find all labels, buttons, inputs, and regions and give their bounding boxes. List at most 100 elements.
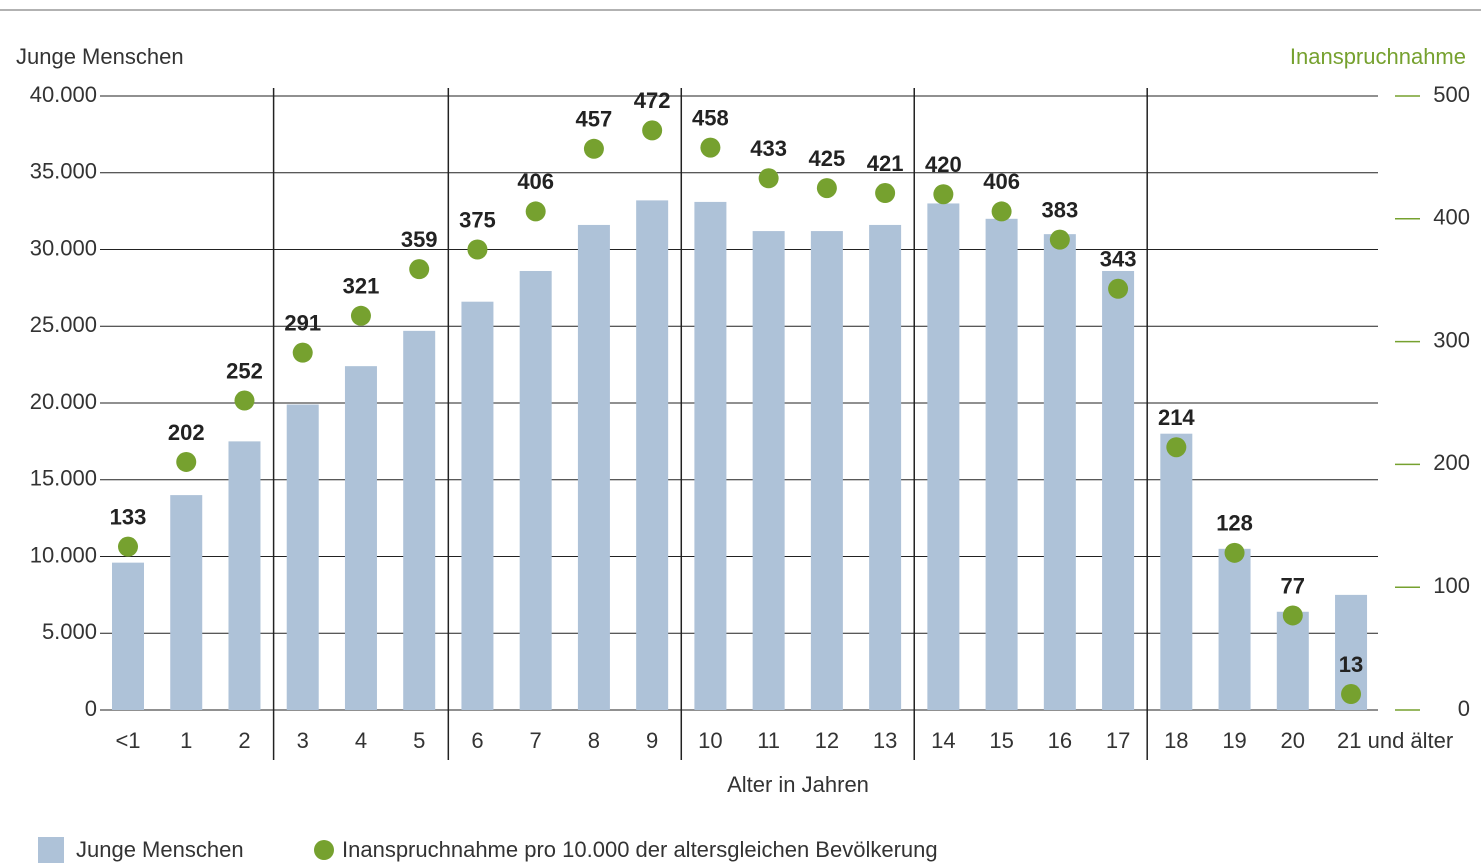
bar [519, 270, 552, 710]
dot [875, 183, 896, 204]
y-tick-label: 40.000 [30, 82, 97, 107]
bar [1043, 234, 1076, 710]
data-label: 321 [343, 274, 380, 299]
x-tick-label: 10 [698, 728, 722, 753]
dot [642, 120, 663, 141]
bar [694, 201, 727, 711]
y2-tick-label: 400 [1433, 205, 1470, 230]
dot [1108, 278, 1129, 299]
x-tick-label: 5 [413, 728, 425, 753]
x-tick-label: 11 [757, 728, 780, 753]
y-tick-label: 5.000 [42, 619, 97, 644]
y-tick-label: 30.000 [30, 235, 97, 260]
x-tick-label: 13 [873, 728, 897, 753]
bar [985, 218, 1018, 711]
x-tick-label: 12 [815, 728, 839, 753]
data-label: 458 [692, 105, 729, 130]
x-axis-title: Alter in Jahren [727, 772, 869, 797]
dot [1282, 605, 1303, 626]
y-tick-label: 0 [85, 696, 97, 721]
y-tick-label: 35.000 [30, 159, 97, 184]
bar [577, 224, 610, 710]
data-label: 77 [1281, 573, 1305, 598]
legend-swatch [314, 840, 334, 860]
bar [636, 200, 669, 710]
bar [1218, 548, 1251, 710]
x-tick-label: 19 [1222, 728, 1246, 753]
bar [228, 441, 261, 710]
data-label: 133 [110, 504, 147, 529]
x-tick-label: 7 [530, 728, 542, 753]
y2-axis-title: Inanspruchnahme [1290, 44, 1466, 69]
y-tick-label: 10.000 [30, 542, 97, 567]
y-tick-label: 15.000 [30, 466, 97, 491]
bar [927, 203, 960, 710]
x-tick-label: 14 [931, 728, 955, 753]
dot [350, 305, 371, 326]
x-tick-label: 17 [1106, 728, 1130, 753]
y-axis-title: Junge Menschen [16, 44, 184, 69]
dot [1166, 437, 1187, 458]
bar [112, 562, 144, 710]
dot [1049, 229, 1070, 250]
x-tick-label: 3 [297, 728, 309, 753]
data-label: 252 [226, 358, 263, 383]
data-label: 291 [284, 310, 321, 335]
x-tick-label: 9 [646, 728, 658, 753]
x-tick-label: 1 [180, 728, 192, 753]
bar [869, 224, 902, 710]
bar [752, 231, 785, 710]
x-tick-label: 6 [471, 728, 483, 753]
data-label: 383 [1041, 197, 1078, 222]
dot [816, 178, 837, 199]
dot [176, 451, 197, 472]
y-tick-label: 20.000 [30, 389, 97, 414]
legend-label: Junge Menschen [76, 837, 244, 862]
dot [991, 201, 1012, 222]
dot [758, 168, 779, 189]
x-tick-label: 16 [1048, 728, 1072, 753]
data-label: 406 [983, 169, 1020, 194]
y2-tick-label: 100 [1433, 573, 1470, 598]
dot [118, 536, 138, 557]
dot [467, 239, 488, 260]
dot [525, 201, 546, 222]
dot [583, 138, 604, 159]
data-label: 202 [168, 420, 205, 445]
legend-label: Inanspruchnahme pro 10.000 der altersgle… [342, 837, 938, 862]
bar [1102, 270, 1135, 710]
data-label: 421 [867, 151, 904, 176]
y2-tick-label: 300 [1433, 327, 1470, 352]
legend-swatch [38, 837, 64, 863]
data-label: 472 [634, 88, 671, 113]
data-label: 128 [1216, 511, 1253, 536]
x-tick-label: 20 [1281, 728, 1305, 753]
dot [234, 390, 255, 411]
data-label: 343 [1100, 247, 1137, 272]
data-label: 433 [750, 136, 787, 161]
x-tick-label: 4 [355, 728, 367, 753]
bar [286, 404, 319, 710]
data-label: 420 [925, 152, 962, 177]
data-label: 406 [517, 169, 554, 194]
dot [409, 259, 430, 280]
data-label: 214 [1158, 405, 1195, 430]
bar [344, 366, 377, 710]
dot [292, 342, 313, 363]
bar [810, 231, 843, 710]
y2-tick-label: 0 [1458, 696, 1470, 721]
bar [1160, 433, 1193, 710]
bar [461, 301, 494, 710]
dot [1224, 542, 1245, 563]
data-label: 359 [401, 227, 438, 252]
data-label: 457 [576, 107, 613, 132]
dot [933, 184, 954, 205]
data-label: 425 [809, 146, 846, 171]
bar [403, 330, 436, 710]
x-tick-label: 8 [588, 728, 600, 753]
data-label: 375 [459, 207, 496, 232]
bar [170, 495, 203, 710]
dot [1341, 684, 1362, 705]
